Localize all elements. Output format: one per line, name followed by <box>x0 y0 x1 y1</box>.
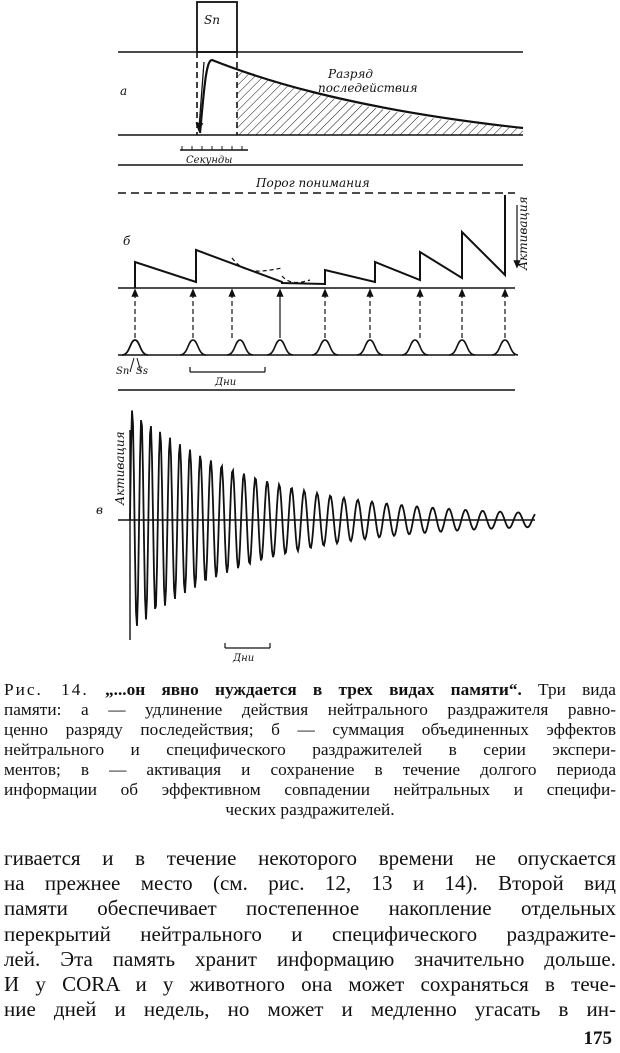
caption-line: ценно разряду последействия; б — суммаци… <box>4 720 616 739</box>
body-line: лей. Эта память хранит информацию значит… <box>4 946 616 971</box>
caption-line: информации об эффективном совпадении ней… <box>4 780 616 799</box>
body-line: перекрытий нейтрального и специфического… <box>4 921 616 946</box>
body-line: на прежнее место (см. рис. 12, 13 и 14).… <box>4 871 616 896</box>
stimulus-sn-label-b: Sn <box>116 366 129 377</box>
caption-line: нейтрального и специфического раздражите… <box>4 740 616 759</box>
body-line: гивается и в течение некоторого времени … <box>4 846 616 870</box>
body-line: ние дней и недель, но может и медленно у… <box>4 997 616 1022</box>
panel-a <box>118 1 524 166</box>
caption-line: ческих раздражителей. <box>225 800 395 819</box>
days-scale-label-b: Дни <box>214 377 236 388</box>
figure-caption: Рис. 14. „...он явно нуждается в трех ви… <box>4 680 616 820</box>
afterdischarge-label-2: последействия <box>318 81 418 95</box>
caption-line: памяти: а — удлинение действия нейтральн… <box>4 700 616 719</box>
panel-a-letter: а <box>120 84 127 98</box>
activation-label-b: Активация <box>516 196 530 271</box>
figure-14: Sn а Разряд последействия Секунды Порог … <box>96 1 536 664</box>
body-text: гивается и в течение некоторого времени … <box>4 846 616 1022</box>
panel-c <box>118 410 536 649</box>
seconds-scale-label: Секунды <box>186 155 232 166</box>
threshold-label: Порог понимания <box>255 176 370 190</box>
body-line: памяти обеспечивает постепенное накоплен… <box>4 896 616 921</box>
page-number: 175 <box>583 1028 613 1049</box>
caption-line: ментов; в — активация и сохранение в теч… <box>4 760 616 779</box>
body-line: И у CORA и у животного она может сохраня… <box>4 971 616 996</box>
days-scale-label-c: Дни <box>232 653 254 664</box>
stimulus-ss-label: Ss <box>136 366 148 377</box>
panel-b <box>118 192 521 391</box>
panel-b-letter: б <box>123 234 131 248</box>
caption-line: Рис. 14. „...он явно нуждается в трех ви… <box>4 680 616 699</box>
activation-label-c: Активация <box>113 431 127 506</box>
panel-c-letter: в <box>96 503 103 517</box>
afterdischarge-label-1: Разряд <box>327 67 373 81</box>
stimulus-sn-label: Sn <box>204 13 220 27</box>
